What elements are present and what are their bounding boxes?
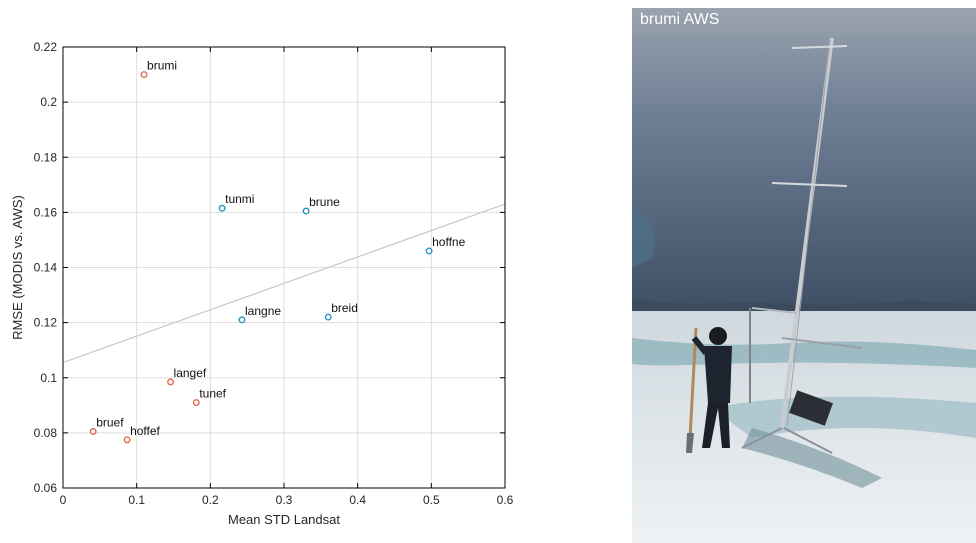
x-tick-label: 0.6 xyxy=(497,493,514,507)
point-label-langne: langne xyxy=(245,304,281,318)
y-tick-label: 0.18 xyxy=(34,150,58,164)
point-label-breid: breid xyxy=(331,301,358,315)
point-label-tunmi: tunmi xyxy=(225,192,254,206)
ice-trough xyxy=(742,428,882,488)
point-label-brune: brune xyxy=(309,195,340,209)
x-tick-label: 0.1 xyxy=(128,493,145,507)
point-label-hoffne: hoffne xyxy=(432,235,465,249)
x-tick-label: 0.3 xyxy=(276,493,293,507)
person xyxy=(686,327,732,453)
point-label-tunef: tunef xyxy=(199,387,226,401)
y-tick-label: 0.2 xyxy=(40,95,57,109)
aws-mast xyxy=(780,37,834,429)
data-point-langef xyxy=(167,378,175,386)
y-tick-label: 0.16 xyxy=(34,205,58,219)
y-tick-label: 0.1 xyxy=(40,371,57,385)
y-tick-label: 0.14 xyxy=(34,261,58,275)
y-tick-label: 0.06 xyxy=(34,481,58,495)
data-point-brune xyxy=(302,207,310,215)
data-point-hoffne xyxy=(425,247,433,255)
data-point-bruef xyxy=(89,428,97,435)
data-point-langne xyxy=(238,316,246,324)
aws-station-photo: brumi AWS xyxy=(632,8,976,543)
distant-mountains xyxy=(632,300,976,313)
data-point-hoffef xyxy=(123,436,131,444)
data-point-brumi xyxy=(140,71,148,79)
trend-line xyxy=(62,203,506,364)
y-axis-label: RMSE (MODIS vs. AWS) xyxy=(10,195,25,340)
y-tick-label: 0.08 xyxy=(34,426,58,440)
photo-caption: brumi AWS xyxy=(640,11,720,28)
point-label-brumi: brumi xyxy=(147,59,177,73)
data-logger-box xyxy=(789,390,833,426)
x-tick-label: 0.2 xyxy=(202,493,219,507)
x-tick-label: 0.4 xyxy=(349,493,366,507)
x-axis-label: Mean STD Landsat xyxy=(228,512,340,527)
y-tick-label: 0.22 xyxy=(34,40,58,54)
sensor-arm-top xyxy=(791,45,848,49)
data-point-tunmi xyxy=(218,204,226,212)
point-label-langef: langef xyxy=(174,366,207,380)
data-point-breid xyxy=(324,313,332,321)
scatter-chart: 0 0.1 0.2 0.3 0.4 0.5 0.6 0.06 0.08 0.1 0.12 0.14 0.… xyxy=(10,40,514,527)
point-label-bruef: bruef xyxy=(96,415,124,429)
point-label-hoffef: hoffef xyxy=(130,424,160,438)
x-tick-label: 0 xyxy=(60,493,67,507)
sky-patch xyxy=(632,208,655,268)
y-tick-label: 0.12 xyxy=(34,316,58,330)
sensor-arm-mid xyxy=(771,182,848,187)
melt-channel xyxy=(712,396,976,438)
x-tick-label: 0.5 xyxy=(423,493,440,507)
data-point-tunef xyxy=(192,399,200,407)
shovel-handle xyxy=(688,327,698,439)
photo-scene xyxy=(632,8,976,543)
